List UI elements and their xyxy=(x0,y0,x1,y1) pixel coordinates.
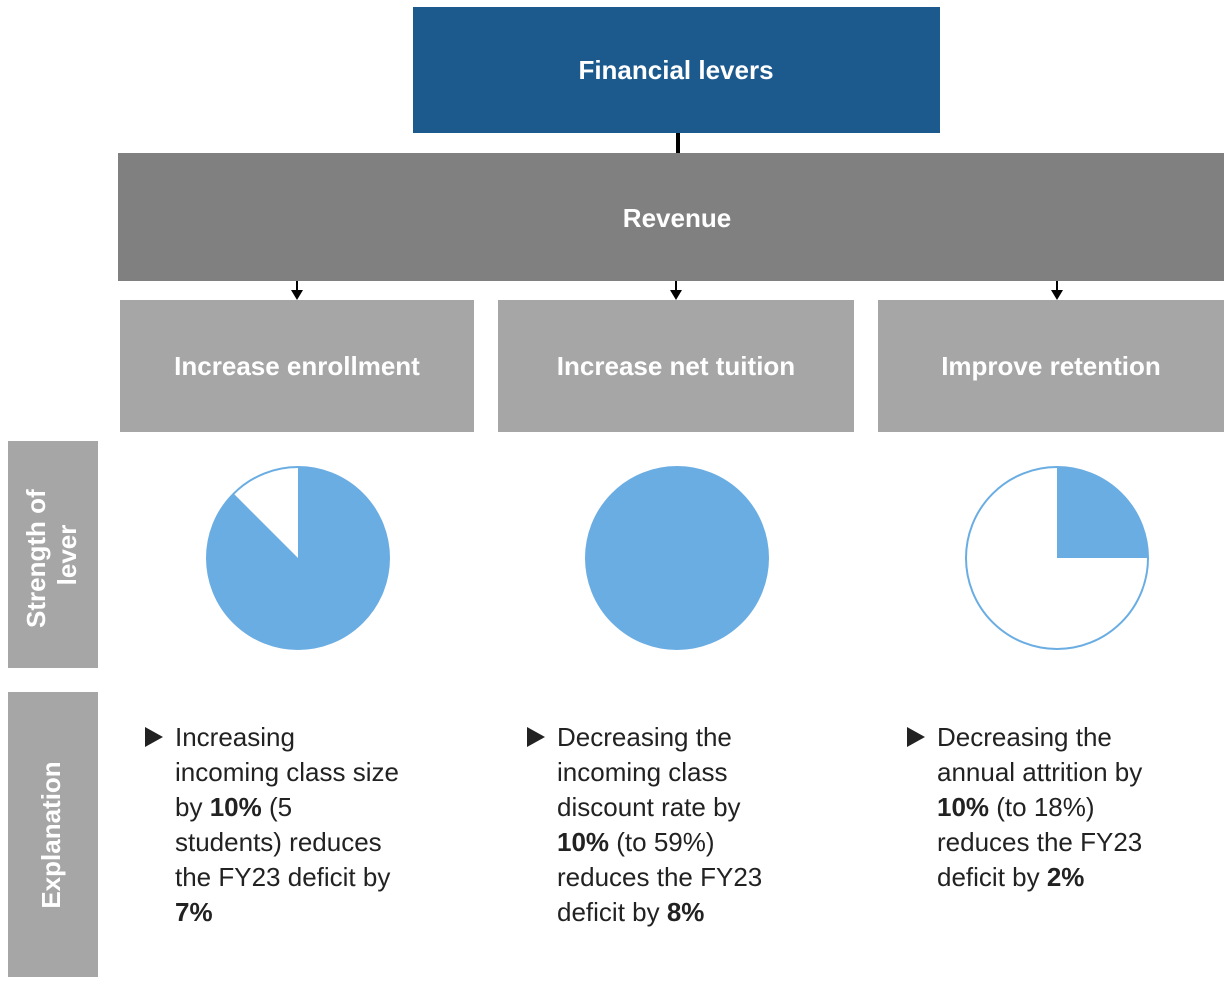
arrow-head xyxy=(670,290,682,300)
explanation-text: 10% xyxy=(557,827,609,857)
explanation-line: annual attrition by xyxy=(937,757,1142,787)
explanation-line: deficit by 8% xyxy=(557,897,704,927)
explanation-line: incoming class size xyxy=(175,757,399,787)
row-label-box xyxy=(8,441,98,668)
explanation-text: reduces the FY23 xyxy=(557,862,762,892)
explanation-text: deficit by xyxy=(937,862,1047,892)
explanation-text: 10% xyxy=(210,792,262,822)
explanation-text: 7% xyxy=(175,897,213,927)
explanation-text: (5 xyxy=(262,792,292,822)
lever-box xyxy=(120,300,474,432)
explanation-line: Decreasing the xyxy=(937,722,1112,752)
explanation-text: by xyxy=(175,792,210,822)
revenue-box xyxy=(118,153,1224,281)
explanation-text: 10% xyxy=(937,792,989,822)
explanation-text: students) reduces xyxy=(175,827,382,857)
arrow-head xyxy=(291,290,303,300)
bullet xyxy=(145,727,163,747)
revenue-label: Revenue xyxy=(623,203,731,233)
harvey-ball xyxy=(585,466,769,650)
explanation-text: Decreasing the xyxy=(937,722,1112,752)
row-label-box xyxy=(8,692,98,977)
explanation-line: the FY23 deficit by xyxy=(175,862,390,892)
explanation-line: reduces the FY23 xyxy=(937,827,1142,857)
harvey-ball xyxy=(1057,467,1148,558)
row-label-line: Strength of xyxy=(21,489,51,628)
explanation-line: by 10% (5 xyxy=(175,792,292,822)
explanation-text: incoming class xyxy=(557,757,728,787)
explanation-text: reduces the FY23 xyxy=(937,827,1142,857)
explanation-line: discount rate by xyxy=(557,792,741,822)
explanation-text: 2% xyxy=(1047,862,1085,892)
explanation-line: 10% (to 18%) xyxy=(937,792,1095,822)
explanation-text: 8% xyxy=(667,897,705,927)
lever-label: Improve retention xyxy=(941,351,1161,381)
explanation-line: deficit by 2% xyxy=(937,862,1084,892)
explanation-text: discount rate by xyxy=(557,792,741,822)
explanation-text: (to 18%) xyxy=(989,792,1095,822)
title: Financial levers xyxy=(578,55,773,85)
bullet xyxy=(527,727,545,747)
explanation-text: the FY23 deficit by xyxy=(175,862,390,892)
explanation-text: (to 59%) xyxy=(609,827,715,857)
lever-label: Increase enrollment xyxy=(174,351,420,381)
explanation-text: Increasing xyxy=(175,722,295,752)
explanation-text: incoming class size xyxy=(175,757,399,787)
title-box xyxy=(413,7,940,133)
row-label: Explanation xyxy=(36,761,66,908)
lever-box xyxy=(878,300,1224,432)
explanation-line: 10% (to 59%) xyxy=(557,827,715,857)
explanation-line: 7% xyxy=(175,897,213,927)
row-label: Strength of lever xyxy=(21,482,82,628)
explanation-text: deficit by xyxy=(557,897,667,927)
lever-box xyxy=(498,300,854,432)
harvey-ball xyxy=(207,467,390,650)
explanation-line: incoming class xyxy=(557,757,728,787)
row-label-line: lever xyxy=(52,525,82,586)
explanation-text: Decreasing the xyxy=(557,722,732,752)
explanation-line: students) reduces xyxy=(175,827,382,857)
explanation-line: Decreasing the xyxy=(557,722,732,752)
explanation-line: Increasing xyxy=(175,722,295,752)
explanation-text: annual attrition by xyxy=(937,757,1142,787)
arrow-head xyxy=(1051,290,1063,300)
lever-label: Increase net tuition xyxy=(557,351,795,381)
explanation-line: reduces the FY23 xyxy=(557,862,762,892)
bullet xyxy=(907,727,925,747)
